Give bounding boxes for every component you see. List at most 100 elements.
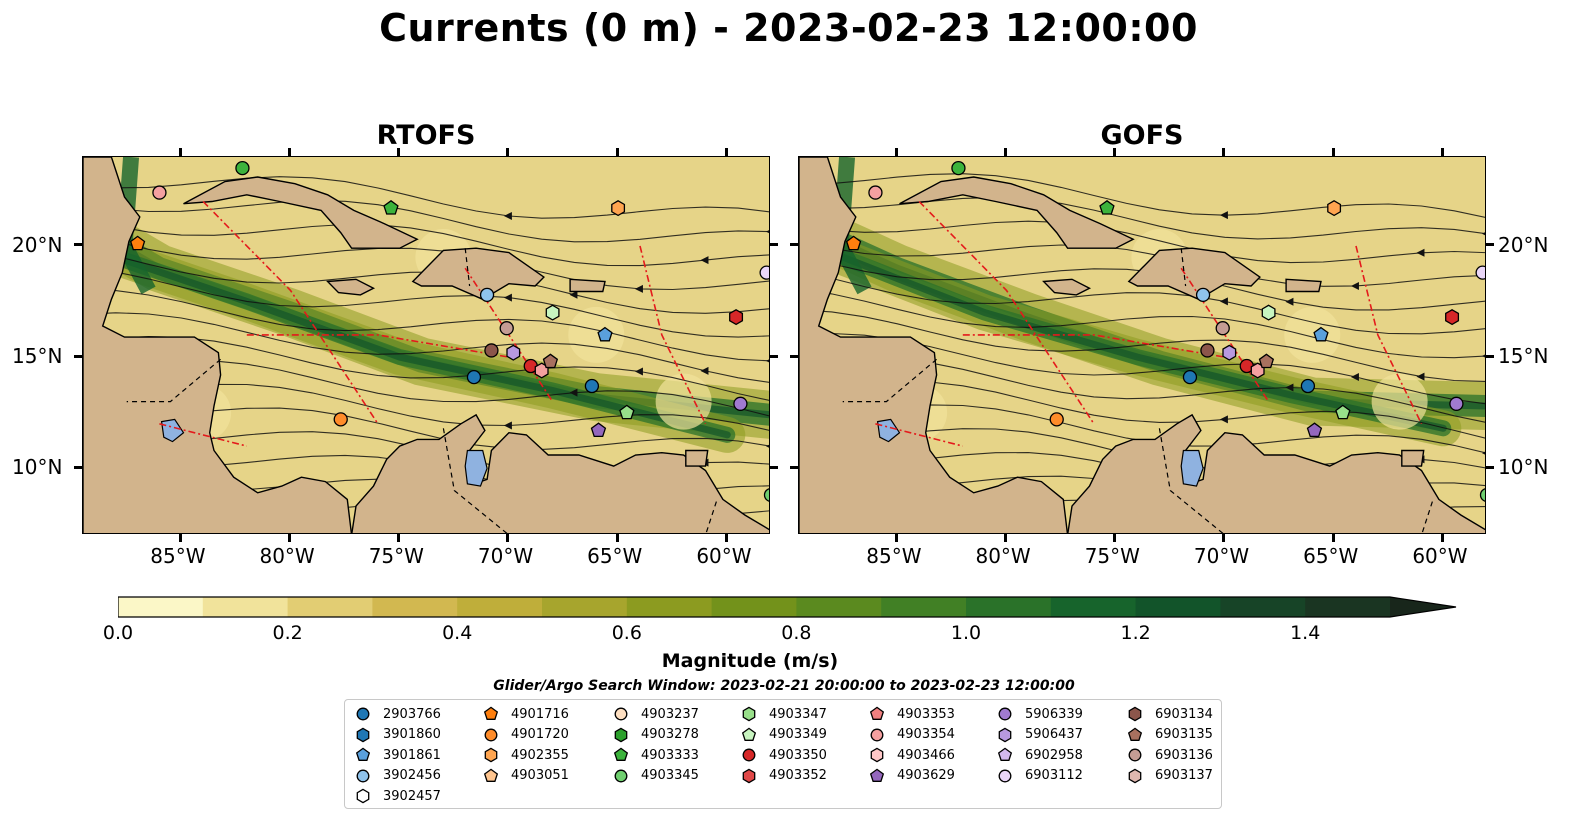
float-marker <box>1449 396 1464 411</box>
legend-label: 4903347 <box>769 706 827 722</box>
lon-tick-label: 75°W <box>368 544 424 568</box>
land <box>83 157 353 533</box>
legend-entry: 6903134 <box>1127 704 1213 724</box>
colorbar-segment <box>711 597 797 617</box>
float-marker <box>611 200 626 217</box>
float-marker <box>152 185 167 200</box>
legend-label: 6903137 <box>1155 768 1213 783</box>
streamline-arrow <box>634 367 643 376</box>
legend-marker-icon <box>356 707 370 721</box>
lon-tick-mark <box>178 148 182 156</box>
legend-marker <box>742 768 756 783</box>
country-border <box>442 428 508 533</box>
legend-marker <box>484 728 498 741</box>
streamline <box>799 220 1485 264</box>
lon-tick-label: 75°W <box>1084 544 1140 568</box>
legend-label: 5906437 <box>1025 727 1083 742</box>
legend-marker <box>869 768 885 782</box>
legend-marker <box>614 769 628 782</box>
legend-marker-icon <box>741 727 757 741</box>
legend-label: 4903354 <box>897 727 955 742</box>
legend-marker <box>356 707 370 721</box>
legend-marker-icon <box>870 728 884 741</box>
legend-marker-icon <box>613 747 629 761</box>
streamline-arrow <box>634 284 643 293</box>
streamline-arrow <box>1219 415 1228 424</box>
legend-marker <box>998 707 1012 721</box>
legend-marker-icon <box>870 747 884 763</box>
land <box>899 176 1135 249</box>
legend-entry: 4903353 <box>869 704 955 724</box>
legend-entry: 3902456 <box>355 766 441 786</box>
lon-tick-label: 65°W <box>587 544 643 568</box>
float-marker <box>1479 488 1485 502</box>
streamline-arrow <box>503 421 512 430</box>
legend-entry: 4903349 <box>741 725 827 745</box>
float-marker <box>466 369 482 385</box>
colorbar-tick-label: 1.0 <box>950 622 982 644</box>
eez-boundary <box>875 423 963 447</box>
float-marker <box>733 396 748 411</box>
lon-tick-mark <box>287 148 291 156</box>
legend-marker-icon <box>998 769 1012 782</box>
float-marker <box>1200 343 1215 358</box>
legend-label: 6902958 <box>1025 747 1083 763</box>
streamline <box>83 266 769 338</box>
legend-entry: 4903466 <box>869 745 955 765</box>
legend-marker-icon <box>356 769 370 782</box>
legend-label: 4903333 <box>641 747 699 763</box>
country-border <box>1421 501 1433 533</box>
legend-marker <box>870 747 884 763</box>
lon-tick-label: 80°W <box>975 544 1031 568</box>
lon-tick-mark <box>615 534 619 542</box>
colorbar-segment <box>118 597 204 617</box>
legend-marker-icon <box>355 747 371 761</box>
lat-tick-label: 20°N <box>1498 232 1549 257</box>
search-window-text: Glider/Argo Search Window: 2023-02-21 20… <box>493 678 1075 694</box>
legend-entry: 6903136 <box>1127 745 1213 765</box>
lon-tick-mark <box>506 148 510 156</box>
legend-marker-icon <box>1128 706 1142 722</box>
legend-label: 6903134 <box>1155 706 1213 722</box>
legend-marker-icon <box>1128 748 1142 762</box>
lat-tick-mark <box>770 243 778 247</box>
legend-label: 4903466 <box>897 747 955 763</box>
legend-marker-icon <box>998 727 1012 742</box>
map-canvas <box>83 157 769 533</box>
eez-boundary <box>246 334 510 358</box>
float-marker <box>1300 378 1316 394</box>
legend-marker <box>869 706 885 720</box>
float-marker <box>506 344 521 361</box>
country-border <box>1158 428 1224 533</box>
streamline-arrow <box>1350 281 1359 290</box>
colorbar <box>117 594 1458 620</box>
legend-marker-icon <box>1128 768 1142 783</box>
streamline <box>799 240 1485 287</box>
legend-label: 4903353 <box>897 706 955 722</box>
lon-tick-mark <box>1440 148 1444 156</box>
legend-marker <box>998 769 1012 782</box>
colorbar-outline <box>117 596 1457 618</box>
map-panel-gofs[interactable] <box>798 156 1486 534</box>
streamline-arrow <box>1482 451 1485 455</box>
legend-marker <box>356 727 370 742</box>
legend-label: 4903278 <box>641 727 699 742</box>
legend-label: 6903112 <box>1025 768 1083 783</box>
eez-boundary <box>639 245 707 425</box>
legend-marker-icon <box>614 727 628 742</box>
map-panel-rtofs[interactable] <box>82 156 770 534</box>
lat-tick-mark <box>790 354 798 358</box>
colorbar-tick-label: 0.6 <box>611 622 642 644</box>
legend-entry: 4901720 <box>483 725 569 745</box>
legend-label: 4903629 <box>897 768 955 783</box>
lat-tick-mark <box>790 243 798 247</box>
legend-marker-icon <box>742 748 756 762</box>
eez-boundary <box>202 200 379 425</box>
lon-tick-mark <box>506 534 510 542</box>
colorbar-segment <box>457 597 543 617</box>
legend-marker <box>742 748 756 762</box>
float-legend: 2903766 3901860 3901861 3902456 3902457 49017… <box>344 699 1222 809</box>
legend-label: 5906339 <box>1025 706 1083 722</box>
legend-marker-icon <box>869 768 885 782</box>
land <box>1285 278 1322 293</box>
